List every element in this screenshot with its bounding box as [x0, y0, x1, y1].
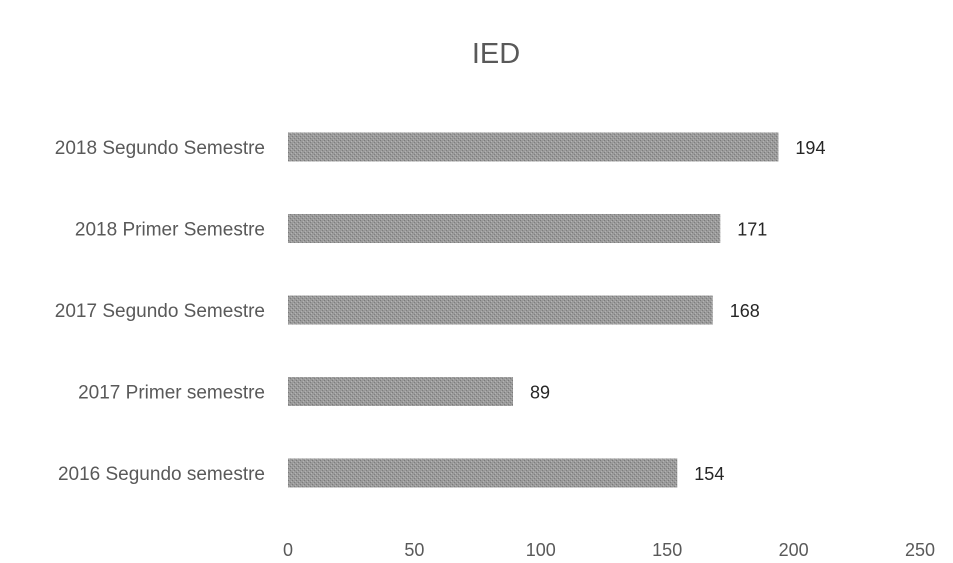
data-label: 154 [694, 464, 724, 484]
x-tick-label: 250 [905, 540, 935, 560]
category-label: 2016 Segundo semestre [58, 464, 265, 485]
bar-2016-segundo-semestre [288, 458, 678, 488]
category-label: 2017 Segundo Semestre [55, 301, 265, 322]
data-label: 89 [530, 383, 550, 403]
category-label: 2018 Primer Semestre [75, 220, 265, 241]
bar-2018-primer-semestre [288, 214, 721, 243]
category-label: 2018 Segundo Semestre [55, 138, 265, 159]
data-label: 194 [795, 138, 825, 158]
bar-2018-segundo-semestre [288, 132, 779, 162]
data-label: 171 [737, 220, 767, 240]
bars-layer [288, 132, 779, 488]
x-tick-label: 200 [779, 540, 809, 560]
data-label: 168 [730, 301, 760, 321]
bar-2017-segundo-semestre [288, 295, 713, 325]
category-labels: 2018 Segundo Semestre 2018 Primer Semestr… [55, 138, 265, 485]
chart-title: IED [472, 38, 520, 70]
x-tick-label: 0 [283, 540, 293, 560]
bar-2017-primer-semestre [288, 377, 513, 406]
x-tick-label: 100 [526, 540, 556, 560]
x-tick-label: 150 [652, 540, 682, 560]
category-label: 2017 Primer semestre [78, 383, 265, 404]
x-tick-label: 50 [404, 540, 424, 560]
data-labels: 194 171 168 89 154 [530, 138, 825, 484]
x-axis-ticks: 0 50 100 150 200 250 [283, 540, 935, 560]
